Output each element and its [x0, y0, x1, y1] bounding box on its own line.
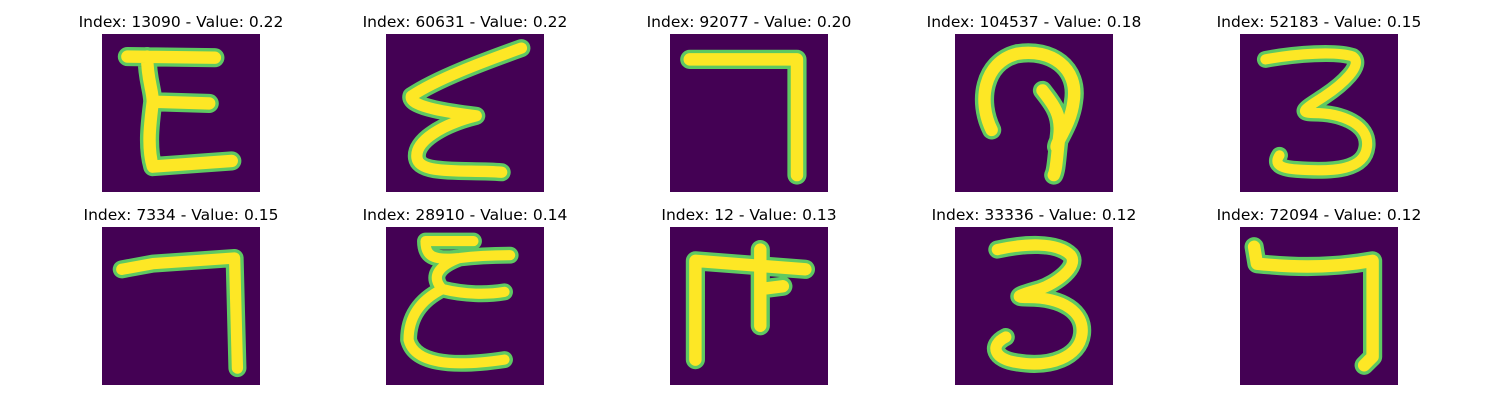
panel-title: Index: 92077 - Value: 0.20 [646, 13, 852, 31]
panel-title: Index: 28910 - Value: 0.14 [362, 206, 568, 224]
panel-title: Index: 12 - Value: 0.13 [661, 206, 837, 224]
digit-image-loop [955, 34, 1113, 192]
panel-title: Index: 104537 - Value: 0.18 [926, 13, 1142, 31]
digit-image-seven [102, 227, 260, 385]
panel-title: Index: 60631 - Value: 0.22 [362, 13, 568, 31]
panel-title: Index: 52183 - Value: 0.15 [1216, 13, 1422, 31]
digit-image-seven [1240, 227, 1398, 385]
digit-image-e [102, 34, 260, 192]
panel-title: Index: 13090 - Value: 0.22 [78, 13, 284, 31]
digit-image-three [955, 227, 1113, 385]
panel-title: Index: 33336 - Value: 0.12 [931, 206, 1137, 224]
digit-image-seven [670, 34, 828, 192]
digit-image-epsilon [386, 34, 544, 192]
digit-image-f-arrow [670, 227, 828, 385]
digit-image-epsilon [386, 227, 544, 385]
panel-title: Index: 7334 - Value: 0.15 [83, 206, 279, 224]
digit-image-three [1240, 34, 1398, 192]
panel-title: Index: 72094 - Value: 0.12 [1216, 206, 1422, 224]
